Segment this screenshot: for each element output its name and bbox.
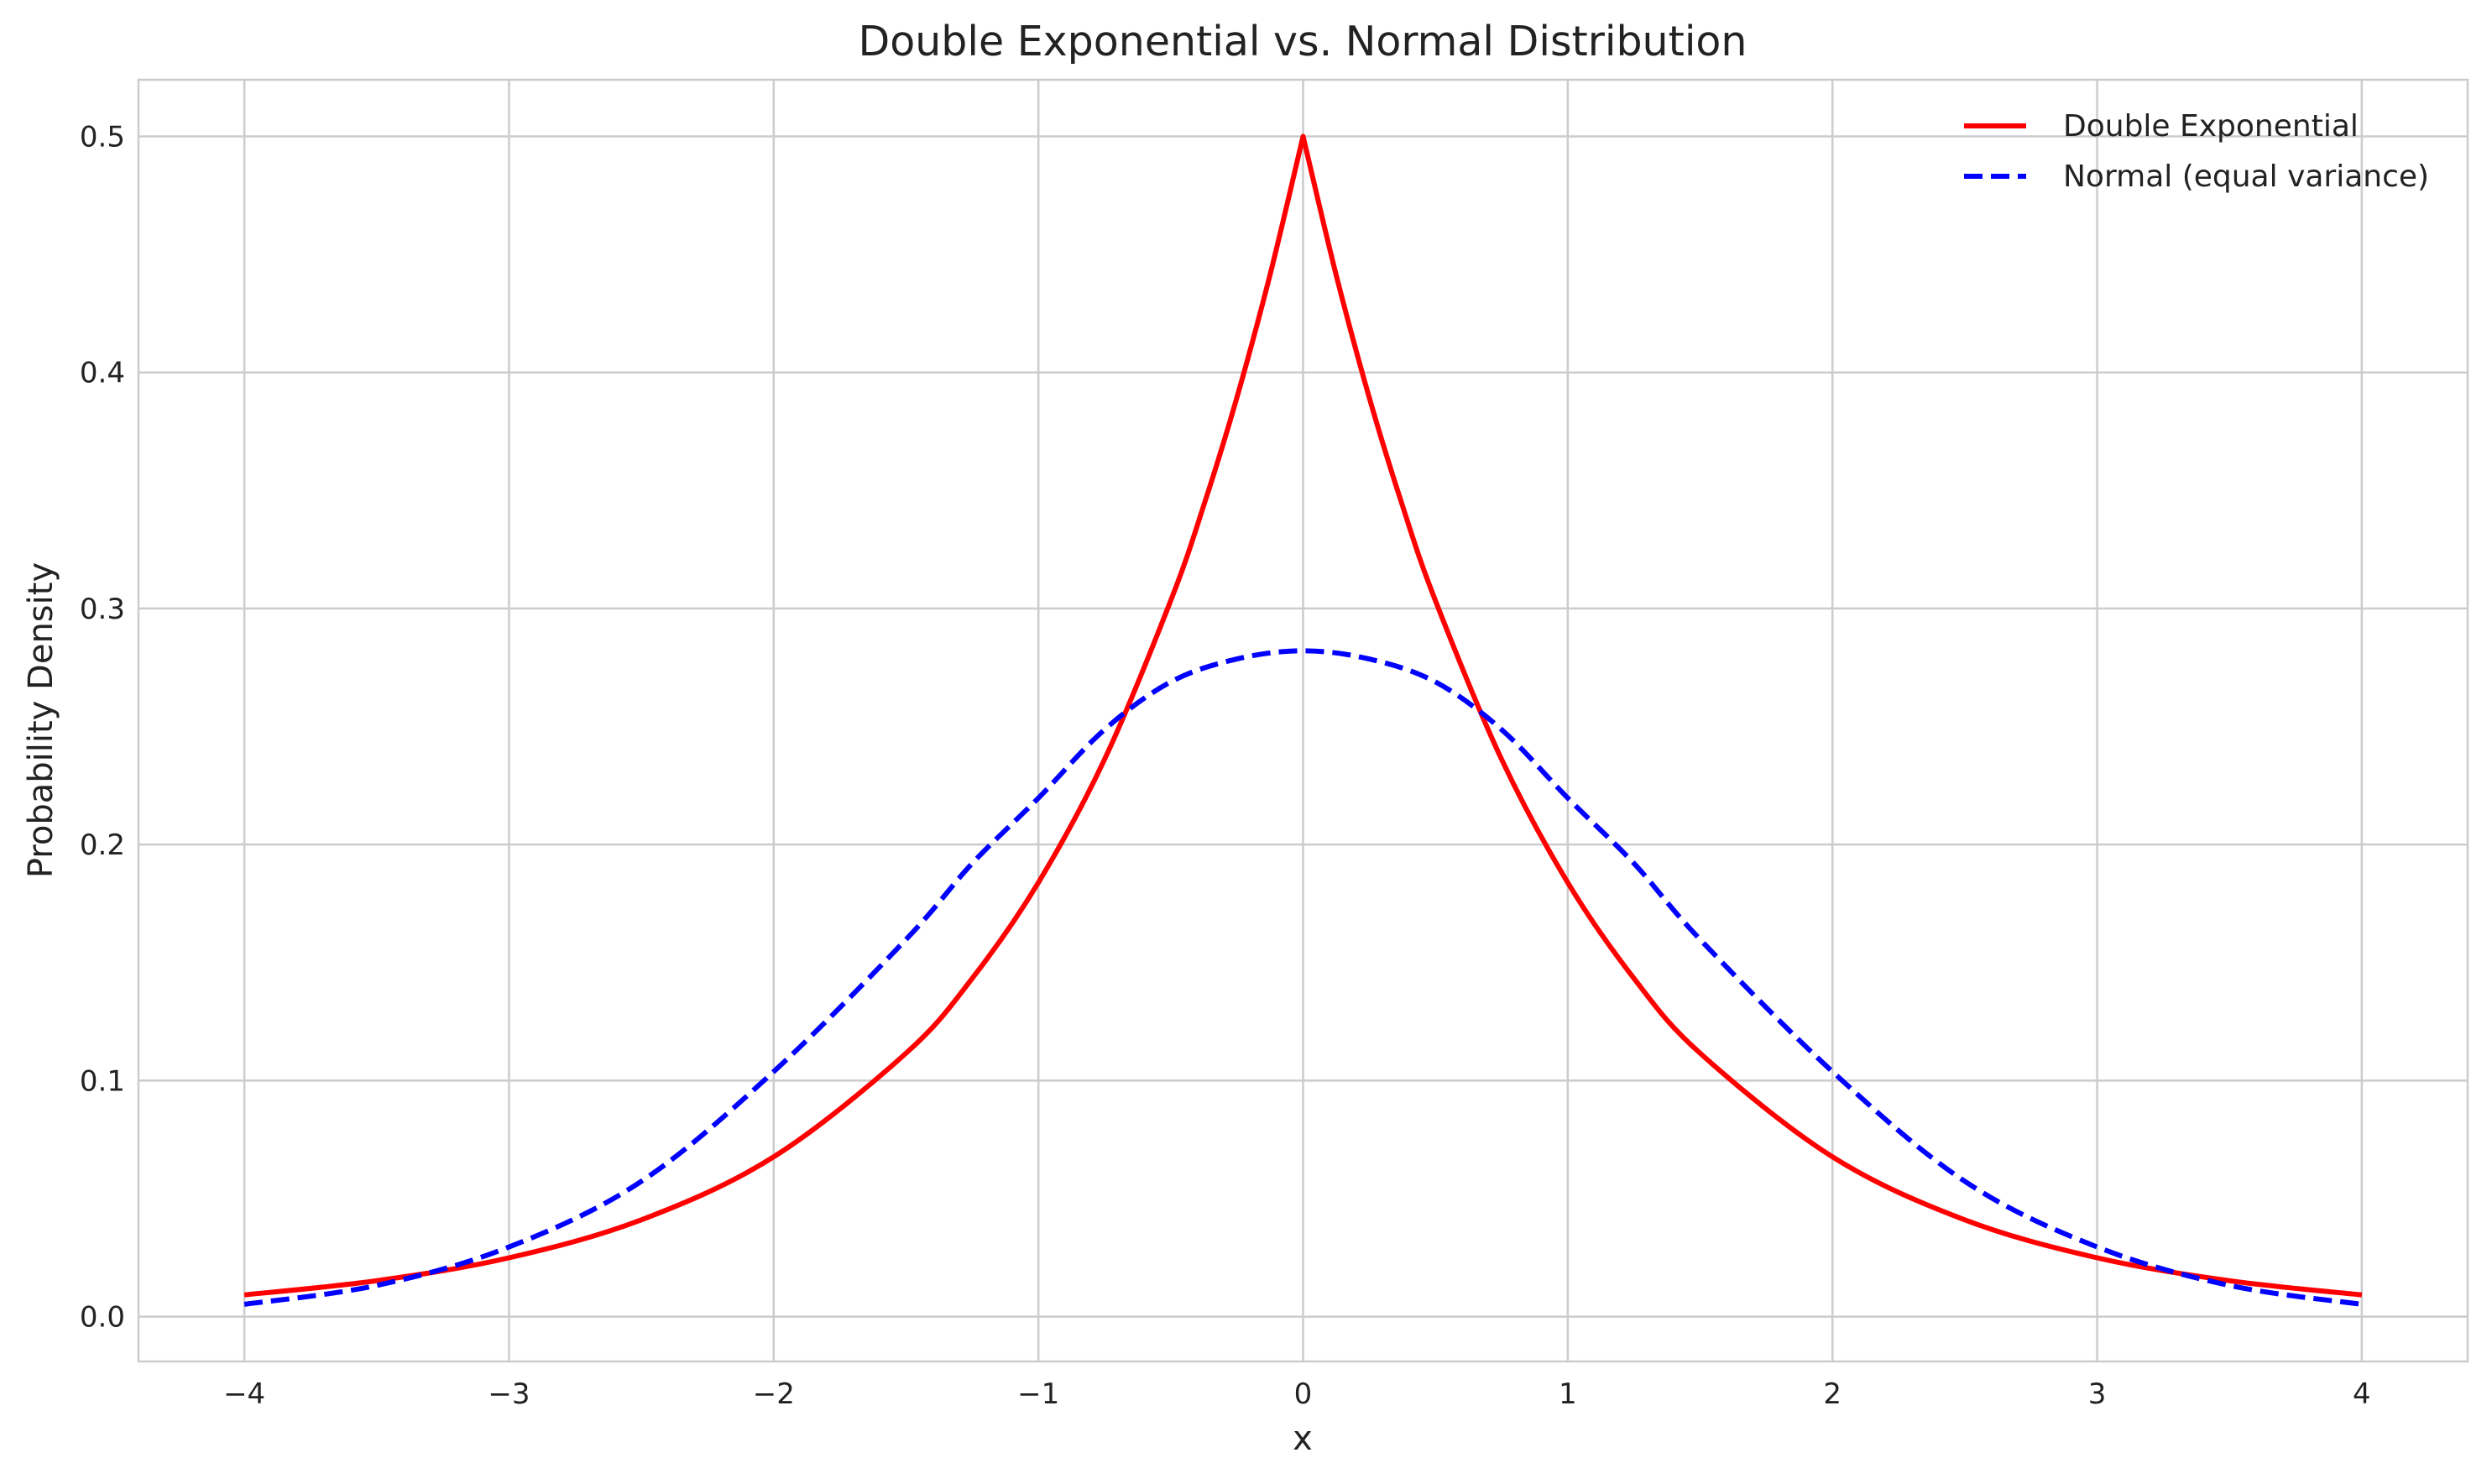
y-tick-label: 0.5 <box>80 120 125 154</box>
x-tick-label: 0 <box>1294 1377 1313 1411</box>
y-tick-label: 0.3 <box>80 593 125 626</box>
series-line-normal <box>243 648 2363 1307</box>
legend-label-normal: Normal (equal variance) <box>2063 159 2429 194</box>
y-tick-label: 0.2 <box>80 828 125 862</box>
x-tick-label: 2 <box>1823 1377 1842 1411</box>
x-tick-label: −4 <box>223 1377 265 1411</box>
x-tick-label: −2 <box>753 1377 795 1411</box>
series-group <box>243 133 2363 1307</box>
x-tick-label: 1 <box>1559 1377 1577 1411</box>
y-tick-label: 0.4 <box>80 357 125 390</box>
x-tick-label: 4 <box>2353 1377 2371 1411</box>
x-tick-label: −3 <box>488 1377 530 1411</box>
series-line-double-exponential <box>243 133 2363 1298</box>
plot-frame <box>137 78 2469 1363</box>
y-axis-label: Probability Density <box>22 562 60 878</box>
tick-labels: −4 −3 −2 −1 0 1 2 3 4 0.0 0.1 0.2 0.3 0.4 0.5 <box>80 120 2371 1411</box>
y-tick-label: 0.0 <box>80 1301 125 1335</box>
legend-label-double-exponential: Double Exponential <box>2063 109 2359 144</box>
y-tick-label: 0.1 <box>80 1064 125 1098</box>
x-axis-label: x <box>1293 1419 1313 1458</box>
chart-title: Double Exponential vs. Normal Distributi… <box>859 18 1748 65</box>
x-tick-label: 3 <box>2088 1377 2107 1411</box>
legend: Double Exponential Normal (equal varianc… <box>1964 109 2429 194</box>
x-tick-label: −1 <box>1017 1377 1059 1411</box>
